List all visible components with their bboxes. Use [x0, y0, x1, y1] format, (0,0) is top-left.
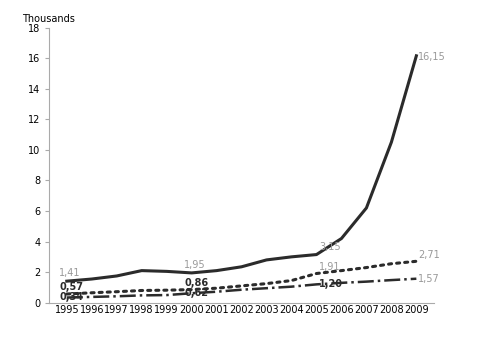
- Text: Thousands: Thousands: [22, 14, 75, 24]
- Text: 1,41: 1,41: [59, 268, 81, 278]
- Text: 0,62: 0,62: [184, 288, 208, 298]
- Text: 0,57: 0,57: [59, 282, 83, 292]
- Text: 0,34: 0,34: [59, 292, 83, 302]
- Text: 1,91: 1,91: [319, 262, 341, 272]
- Text: 3,15: 3,15: [319, 242, 341, 252]
- Text: 2,71: 2,71: [419, 250, 440, 260]
- Text: 1,20: 1,20: [319, 279, 343, 289]
- Text: 0,86: 0,86: [184, 278, 208, 288]
- Text: 1,57: 1,57: [419, 273, 440, 283]
- Text: 1,95: 1,95: [184, 260, 206, 270]
- Text: 16,15: 16,15: [419, 52, 446, 62]
